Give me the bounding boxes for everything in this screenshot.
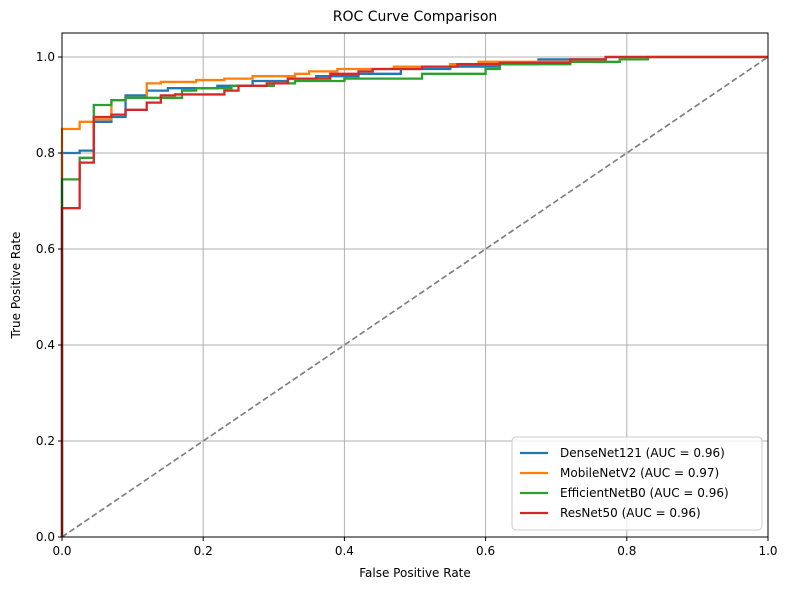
y-tick-label: 0.6: [36, 242, 55, 256]
y-tick-label: 0.2: [36, 434, 55, 448]
y-axis-label: True Positive Rate: [9, 232, 23, 340]
x-tick-label: 0.6: [476, 544, 495, 558]
reference-diagonal: [61, 56, 769, 538]
series-line-3: [60, 55, 768, 537]
x-tick-label: 0.2: [194, 544, 213, 558]
legend-label: EfficientNetB0 (AUC = 0.96): [560, 486, 729, 500]
legend: DenseNet121 (AUC = 0.96) MobileNetV2 (AUC…: [511, 436, 763, 531]
legend-label: DenseNet121 (AUC = 0.96): [560, 446, 725, 460]
x-axis-label: False Positive Rate: [359, 566, 471, 580]
y-tick-label: 0.0: [36, 530, 55, 544]
legend-label: MobileNetV2 (AUC = 0.97): [560, 466, 719, 480]
axis-ticks: 0.0 0.2 0.4 0.6 0.8 1.0 0.0 0.2 0.4 0.6 0.8 1.0: [36, 50, 778, 558]
y-tick-label: 0.4: [36, 338, 55, 352]
reference-diagonal-line: [61, 56, 769, 538]
x-tick-label: 0.0: [52, 544, 71, 558]
x-tick-label: 0.4: [335, 544, 354, 558]
y-tick-label: 0.8: [36, 146, 55, 160]
grid: [61, 33, 769, 538]
plot-frame: [61, 32, 769, 538]
x-tick-label: 0.8: [617, 544, 636, 558]
legend-box: [511, 436, 763, 531]
chart-title: ROC Curve Comparison: [333, 9, 498, 25]
series-lines: [60, 55, 768, 537]
legend-label: ResNet50 (AUC = 0.96): [560, 506, 701, 520]
x-tick-label: 1.0: [758, 544, 777, 558]
y-tick-label: 1.0: [36, 50, 55, 64]
